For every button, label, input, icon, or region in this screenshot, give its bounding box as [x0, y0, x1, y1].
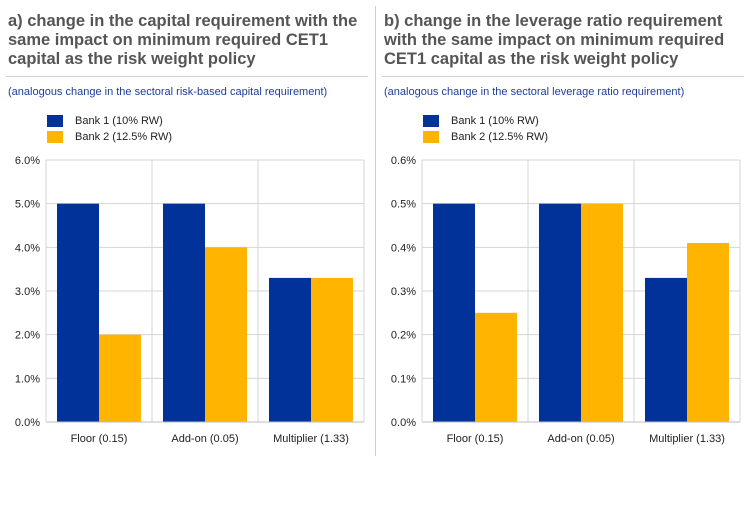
chart-legend: Bank 1 (10% RW) Bank 2 (12.5% RW): [423, 113, 548, 145]
legend-swatch-bank2: [423, 131, 439, 143]
bar-bank1: [269, 277, 311, 422]
bar-bank2: [99, 334, 141, 422]
chart-subtitle: (analogous change in the sectoral levera…: [384, 86, 685, 98]
legend-swatch-bank1: [423, 115, 439, 127]
bar-bank1: [433, 203, 475, 422]
x-tick-label: Floor (0.15): [71, 433, 128, 445]
y-tick-label: 0.2%: [391, 330, 416, 342]
y-tick-label: 0.1%: [391, 373, 416, 385]
legend-item-bank2: Bank 2 (12.5% RW): [423, 129, 548, 145]
chart-panel-b: b) change in the leverage ratio requirem…: [376, 0, 744, 460]
y-tick-label: 4.0%: [15, 242, 40, 254]
chart-title: a) change in the capital requirement wit…: [8, 12, 358, 68]
bar-bank1: [645, 277, 687, 422]
legend-label: Bank 1 (10% RW): [75, 115, 163, 127]
y-tick-label: 1.0%: [15, 373, 40, 385]
legend-label: Bank 2 (12.5% RW): [451, 131, 549, 143]
bar-chart-a: 0.0% 1.0% 2.0% 3.0% 4.0% 5.0% 6.0% Floor (0.15)…: [15, 155, 365, 445]
y-tick-label: 5.0%: [15, 199, 40, 211]
legend-item-bank1: Bank 1 (10% RW): [423, 113, 548, 129]
x-tick-label: Floor (0.15): [447, 433, 504, 445]
bar-bank1: [163, 203, 205, 422]
legend-item-bank2: Bank 2 (12.5% RW): [47, 129, 172, 145]
legend-label: Bank 1 (10% RW): [451, 115, 539, 127]
chart-subtitle: (analogous change in the sectoral risk-b…: [8, 86, 328, 98]
chart-panel-a: a) change in the capital requirement wit…: [0, 0, 368, 460]
title-divider: [6, 76, 368, 77]
legend-label: Bank 2 (12.5% RW): [75, 131, 173, 143]
title-divider: [382, 76, 744, 77]
bar-bank2: [311, 277, 353, 422]
y-tick-label: 0.5%: [391, 199, 416, 211]
bar-bank1: [57, 203, 99, 422]
legend-swatch-bank1: [47, 115, 63, 127]
y-tick-label: 0.4%: [391, 242, 416, 254]
bar-bank2: [475, 312, 517, 422]
bar-chart-b: 0.0% 0.1% 0.2% 0.3% 0.4% 0.5% 0.6% Floor (0.15)…: [391, 155, 741, 445]
y-tick-label: 0.3%: [391, 286, 416, 298]
bar-bank1: [539, 203, 581, 422]
y-tick-label: 3.0%: [15, 286, 40, 298]
y-tick-label: 0.0%: [15, 417, 40, 429]
y-tick-label: 6.0%: [15, 155, 40, 167]
chart-title: b) change in the leverage ratio requirem…: [384, 12, 725, 68]
x-tick-label: Multiplier (1.33): [649, 433, 725, 445]
bar-bank2: [205, 247, 247, 422]
legend-swatch-bank2: [47, 131, 63, 143]
x-tick-label: Add-on (0.05): [171, 433, 238, 445]
bar-bank2: [687, 242, 729, 422]
x-tick-label: Add-on (0.05): [547, 433, 614, 445]
y-tick-label: 0.6%: [391, 155, 416, 167]
panel-divider: [375, 6, 376, 456]
x-tick-label: Multiplier (1.33): [273, 433, 349, 445]
bar-bank2: [581, 203, 623, 422]
legend-item-bank1: Bank 1 (10% RW): [47, 113, 172, 129]
y-tick-label: 0.0%: [391, 417, 416, 429]
chart-legend: Bank 1 (10% RW) Bank 2 (12.5% RW): [47, 113, 172, 145]
y-tick-label: 2.0%: [15, 330, 40, 342]
